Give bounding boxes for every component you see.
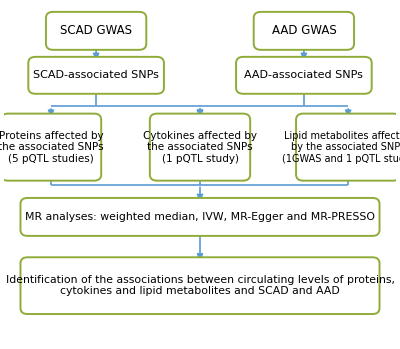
FancyBboxPatch shape <box>46 12 146 50</box>
FancyBboxPatch shape <box>236 57 372 94</box>
Text: SCAD GWAS: SCAD GWAS <box>60 24 132 37</box>
FancyBboxPatch shape <box>20 198 380 236</box>
Text: Cytokines affected by
the associated SNPs
(1 pQTL study): Cytokines affected by the associated SNP… <box>143 131 257 164</box>
FancyBboxPatch shape <box>150 114 250 181</box>
Text: AAD GWAS: AAD GWAS <box>272 24 336 37</box>
Text: Lipid metabolites affected
by the associated SNPs
(1GWAS and 1 pQTL study): Lipid metabolites affected by the associ… <box>282 131 400 164</box>
FancyBboxPatch shape <box>254 12 354 50</box>
FancyBboxPatch shape <box>1 114 101 181</box>
FancyBboxPatch shape <box>296 114 400 181</box>
FancyBboxPatch shape <box>20 257 380 314</box>
Text: Proteins affected by
the associated SNPs
(5 pQTL studies): Proteins affected by the associated SNPs… <box>0 131 104 164</box>
Text: MR analyses: weighted median, IVW, MR-Egger and MR-PRESSO: MR analyses: weighted median, IVW, MR-Eg… <box>25 212 375 222</box>
FancyBboxPatch shape <box>28 57 164 94</box>
Text: AAD-associated SNPs: AAD-associated SNPs <box>244 70 363 80</box>
Text: Identification of the associations between circulating levels of proteins,
cytok: Identification of the associations betwe… <box>6 275 394 296</box>
Text: SCAD-associated SNPs: SCAD-associated SNPs <box>33 70 159 80</box>
